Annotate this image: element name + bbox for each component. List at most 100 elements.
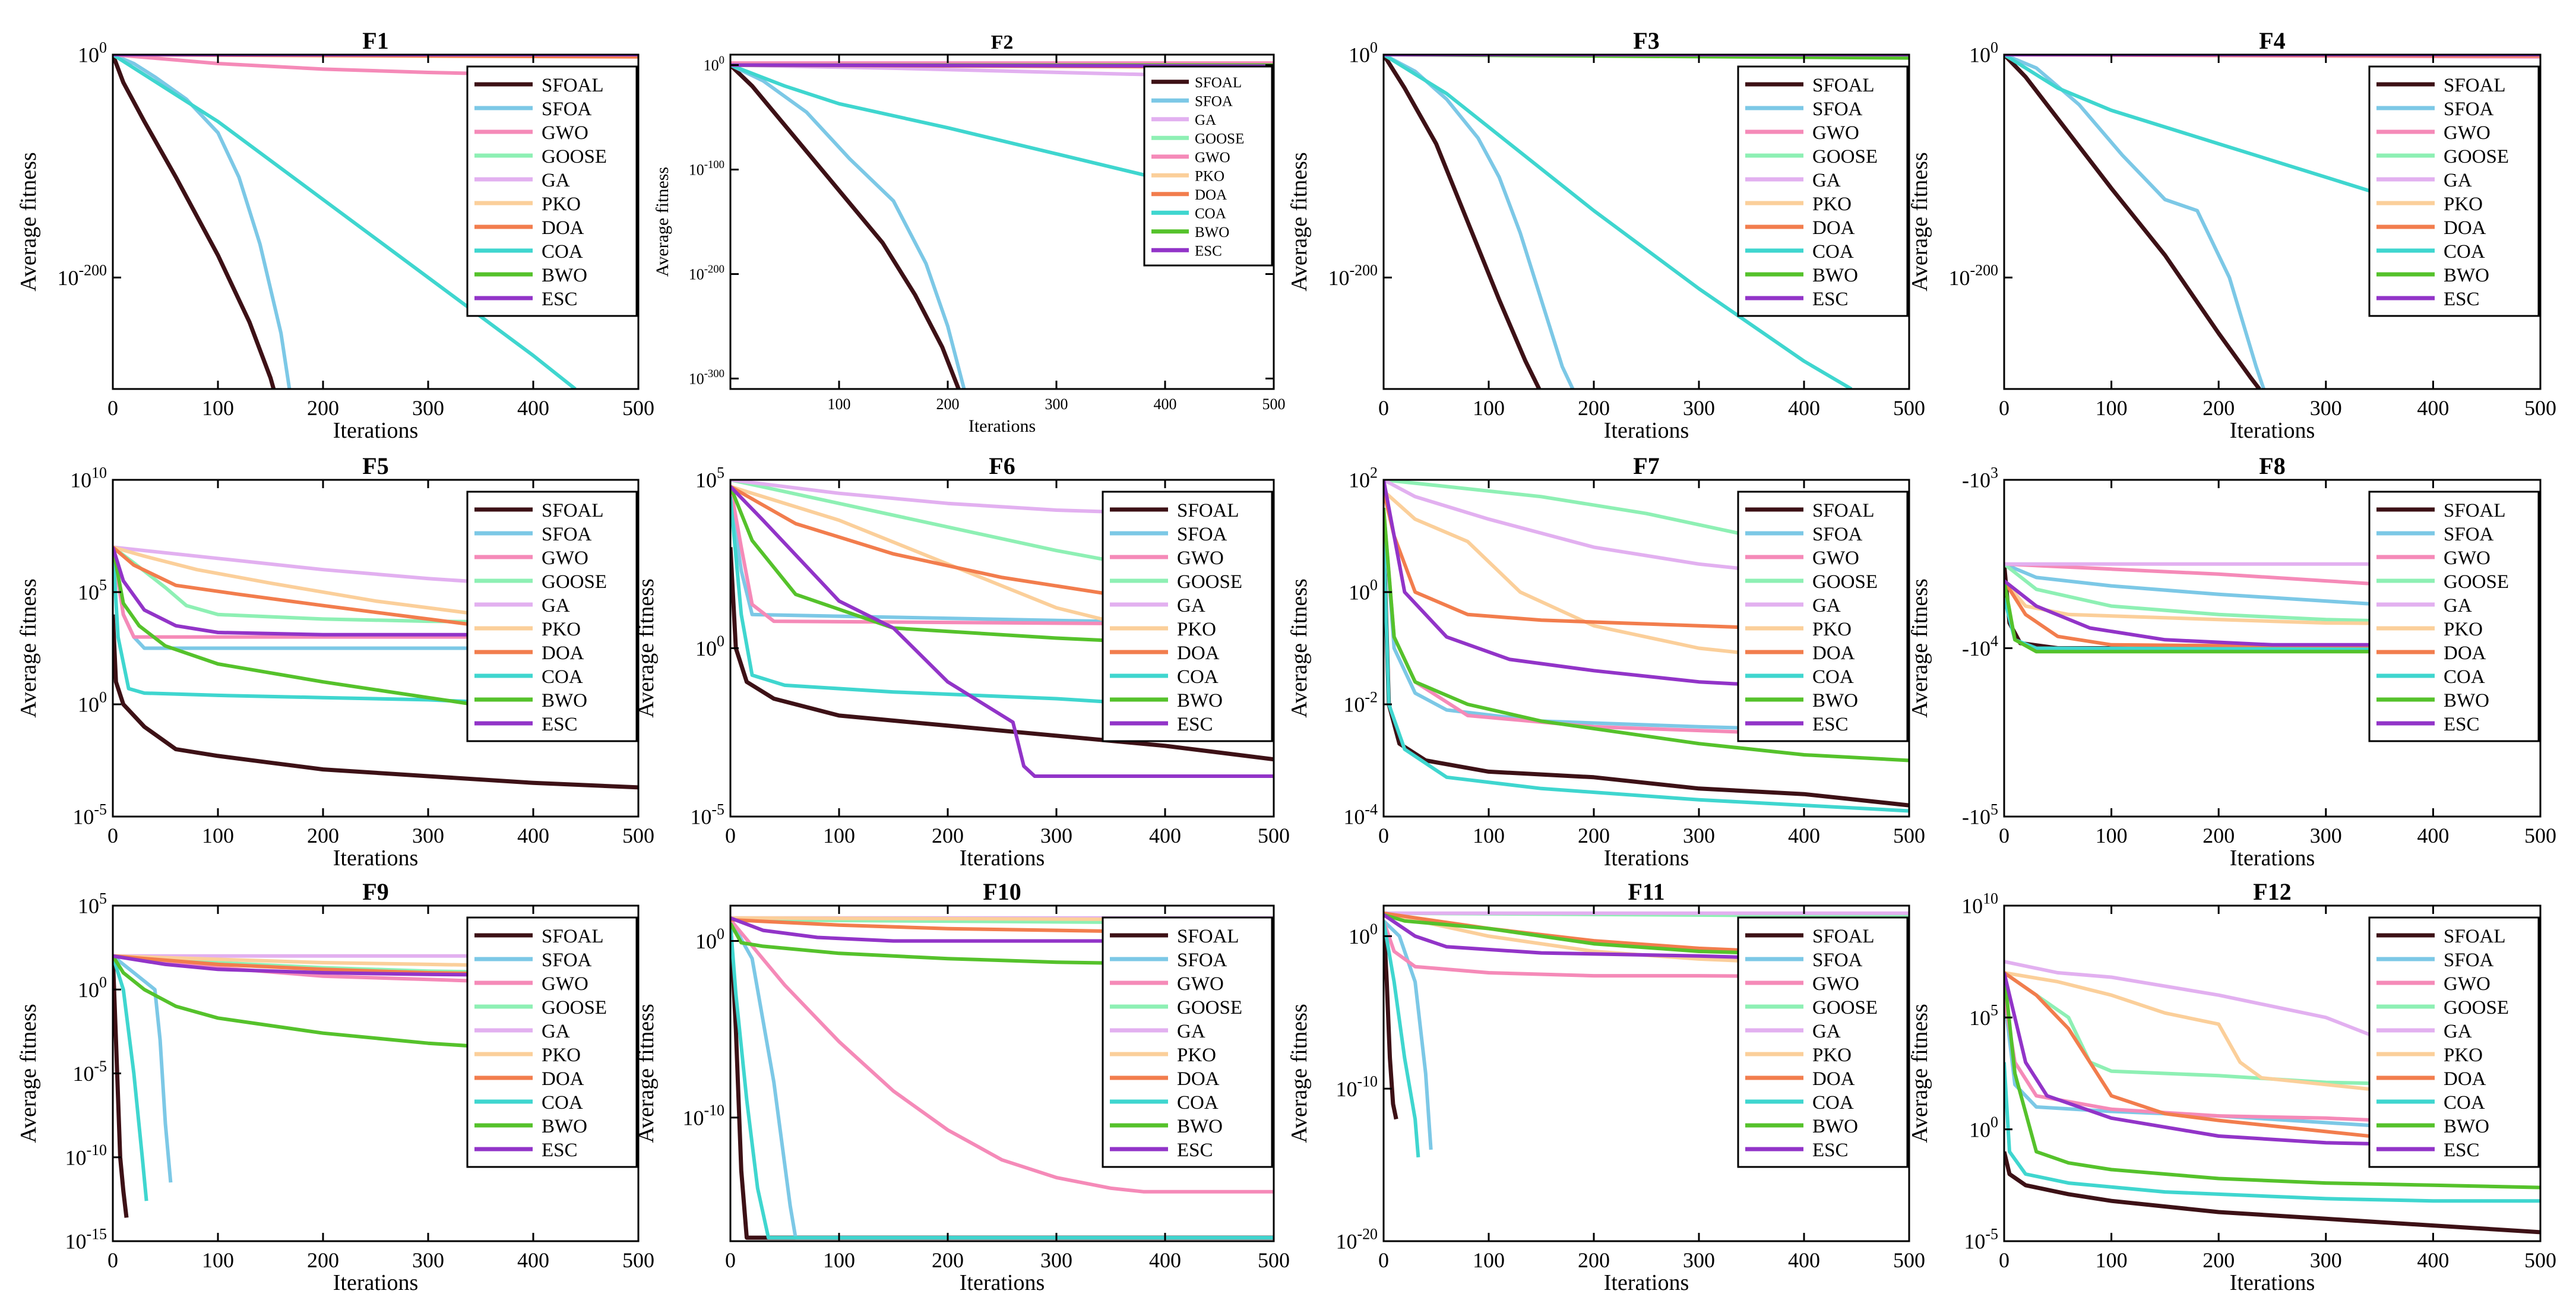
legend-label-coa: COA	[2444, 1092, 2485, 1113]
y-tick-label: 100	[1969, 1113, 1998, 1141]
legend-label-doa: DOA	[542, 643, 584, 664]
y-tick-label: 100	[1349, 920, 1378, 948]
legend-label-sfoa: SFOA	[2444, 950, 2494, 971]
x-tick-label: 400	[1154, 396, 1177, 413]
chart-f1: 0 100 200 300 400 500 100 10-200 F1 Iterations Ave…	[16, 27, 654, 443]
y-tick-label: 10-10	[65, 1141, 107, 1169]
chart-f12: 0 100 200 300 400 500 1010 105 100 10-5 F12 Iterati…	[1907, 878, 2556, 1295]
x-tick-label: 300	[1683, 1248, 1715, 1272]
x-tick-label: 0	[1999, 396, 2009, 420]
y-tick-label: 100	[78, 688, 107, 716]
legend-label-sfoa: SFOA	[1195, 93, 1233, 109]
legend-label-pko: PKO	[1812, 1045, 1852, 1066]
legend-label-coa: COA	[1195, 205, 1226, 222]
legend-label-pko: PKO	[1177, 1045, 1216, 1066]
legend-label-sfoal: SFOAL	[1812, 500, 1875, 521]
legend-label-sfoa: SFOA	[542, 99, 592, 120]
x-tick-label: 500	[1258, 1248, 1290, 1272]
x-tick-label: 300	[412, 1248, 444, 1272]
y-axis-label: Average fitness	[1907, 152, 1932, 292]
y-tick-label: 100	[1969, 39, 1998, 67]
chart-title: F12	[2253, 878, 2291, 905]
legend-label-sfoa: SFOA	[1812, 99, 1863, 120]
legend-label-goose: GOOSE	[1195, 131, 1244, 147]
series-line-bwo	[1384, 508, 1909, 763]
x-tick-label: 100	[202, 824, 234, 847]
x-axis-label: Iterations	[333, 846, 419, 871]
chart-title: F10	[983, 878, 1021, 905]
x-tick-label: 0	[725, 1248, 736, 1272]
legend-label-ga: GA	[1812, 170, 1841, 191]
legend-label-sfoal: SFOAL	[542, 500, 604, 521]
plot-frame	[729, 904, 1275, 1242]
legend-label-esc: ESC	[2444, 289, 2480, 310]
x-tick-label: 100	[1473, 1248, 1505, 1272]
legend-label-goose: GOOSE	[2444, 146, 2509, 167]
legend-label-sfoa: SFOA	[542, 950, 592, 971]
legend-label-gwo: GWO	[542, 122, 588, 144]
legend-label-sfoa: SFOA	[1177, 950, 1227, 971]
legend-label-coa: COA	[542, 1092, 583, 1113]
legend-label-ga: GA	[542, 595, 570, 616]
series-line-sfoa	[1384, 919, 1433, 1150]
series-line-bwo	[730, 486, 1274, 650]
chart-title: F3	[1633, 27, 1659, 54]
legend-label-doa: DOA	[2444, 643, 2486, 664]
series-line-sfoa	[113, 55, 292, 389]
legend-label-bwo: BWO	[2444, 265, 2489, 286]
x-tick-label: 500	[1893, 396, 1925, 420]
legend-label-gwo: GWO	[1195, 150, 1230, 166]
legend-label-goose: GOOSE	[1177, 571, 1242, 593]
series-group	[730, 480, 1274, 778]
series-line-esc	[730, 916, 1274, 943]
series-line-goose	[2004, 562, 2540, 627]
x-tick-label: 100	[823, 1248, 855, 1272]
y-axis-label: Average fitness	[634, 1004, 659, 1143]
legend-label-sfoa: SFOA	[1812, 524, 1863, 545]
legend-label-ga: GA	[1812, 595, 1841, 616]
legend-label-ga: GA	[1812, 1021, 1841, 1042]
x-tick-label: 400	[2417, 396, 2449, 420]
x-tick-label: 300	[1683, 396, 1715, 420]
x-tick-label: 0	[1378, 1248, 1389, 1272]
x-tick-label: 200	[1578, 824, 1610, 847]
chart-title: F8	[2259, 453, 2285, 479]
x-tick-label: 0	[1378, 396, 1389, 420]
chart-f4: 0 100 200 300 400 500 100 10-200 F4 Iterations Ave…	[1907, 27, 2556, 443]
legend-label-esc: ESC	[542, 714, 578, 735]
plot-frame	[1382, 479, 1910, 818]
x-tick-label: 400	[517, 396, 549, 420]
legend-label-doa: DOA	[2444, 217, 2486, 239]
series-line-bwo	[2004, 580, 2540, 654]
x-tick-label: 400	[517, 1248, 549, 1272]
legend-label-coa: COA	[1177, 666, 1219, 688]
x-tick-label: 200	[2202, 824, 2235, 847]
plot-frame	[729, 53, 1275, 390]
x-tick-label: 300	[1040, 1248, 1072, 1272]
chart-title: F7	[1633, 453, 1659, 479]
y-axis-label: Average fitness	[1907, 1004, 1932, 1143]
legend-label-bwo: BWO	[542, 1116, 587, 1137]
legend-label-esc: ESC	[542, 1140, 578, 1161]
x-axis-label: Iterations	[960, 846, 1045, 871]
legend-label-goose: GOOSE	[542, 146, 607, 167]
legend-label-doa: DOA	[1195, 187, 1227, 203]
x-axis-label: Iterations	[333, 418, 419, 443]
y-tick-label: 10-5	[1964, 1225, 1998, 1253]
y-tick-label: 100	[695, 632, 724, 660]
y-tick-label: 100	[695, 925, 724, 953]
series-line-coa	[1384, 920, 1420, 1158]
legend-label-esc: ESC	[2444, 1140, 2480, 1161]
y-tick-label: 105	[78, 890, 107, 918]
series-line-esc	[113, 546, 638, 637]
x-tick-label: 100	[823, 824, 855, 847]
x-tick-label: 500	[2524, 1248, 2556, 1272]
x-tick-label: 200	[2202, 396, 2235, 420]
x-tick-label: 500	[1893, 1248, 1925, 1272]
legend-label-esc: ESC	[1177, 714, 1213, 735]
legend-label-ga: GA	[1177, 595, 1205, 616]
legend-label-gwo: GWO	[1177, 973, 1224, 995]
chart-f5: 0 100 200 300 400 500 1010 105 100 10-5 F5 Iteratio…	[16, 453, 654, 871]
